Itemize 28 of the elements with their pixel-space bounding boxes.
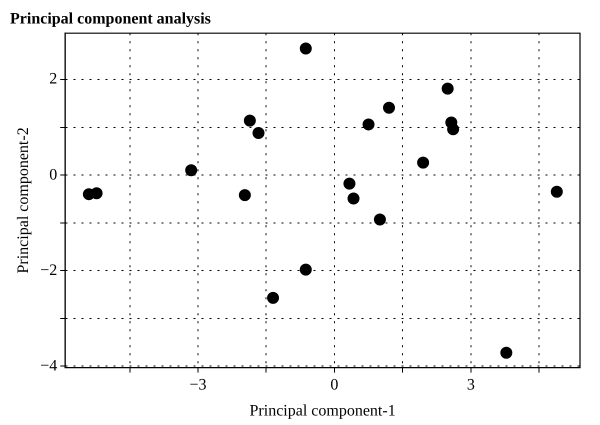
point [90,187,103,200]
point [447,123,460,136]
point [362,118,375,130]
point [550,186,563,198]
point [185,164,198,176]
x-axis-title: Principal component-1 [250,402,396,420]
chart-title: Principal component analysis [10,10,211,28]
point [374,214,386,226]
point [383,102,396,114]
x-tick-label: 0 [330,376,338,394]
point [500,346,512,359]
x-tick-label: 3 [466,376,475,394]
point [343,178,356,190]
point [442,82,454,95]
y-tick-label: 0 [49,166,58,184]
y-tick-label: −4 [40,357,58,374]
point [267,292,280,304]
point [417,156,430,169]
point [252,127,264,140]
point [300,42,312,54]
y-tick-label: −2 [40,262,58,279]
point [348,192,360,204]
point [238,189,251,202]
y-tick-label: 2 [49,70,58,88]
point [300,264,312,276]
y-axis-title: Principal component-2 [14,127,32,274]
point [244,114,256,127]
x-tick-label: −3 [189,376,207,394]
